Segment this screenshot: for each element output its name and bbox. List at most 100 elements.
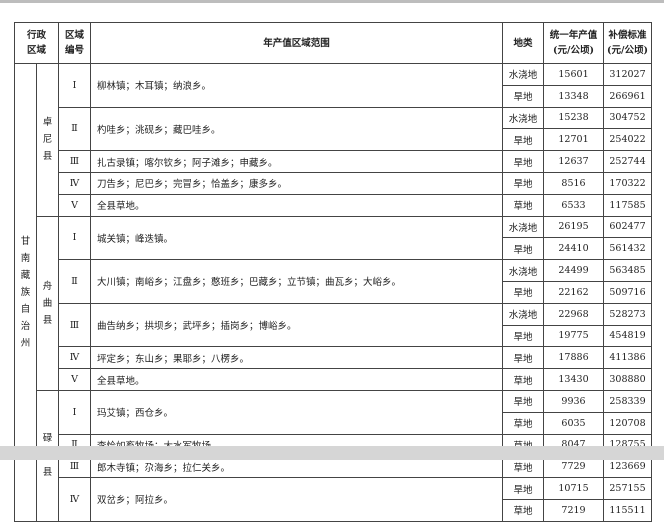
zone-range: 杓哇乡；洮砚乡；藏巴哇乡。 [90, 106, 504, 152]
land-type: 旱地 [502, 171, 545, 195]
zone-range: 大川镇；南峪乡；江盘乡；憨班乡；巴藏乡；立节镇；曲瓦乡；大峪乡。 [90, 259, 504, 304]
land-type: 水浇地 [502, 106, 545, 130]
bottom-border [0, 446, 664, 460]
county-cell: 舟曲县 [35, 215, 60, 391]
compensation-value: 454819 [603, 324, 653, 348]
land-type: 草地 [502, 368, 545, 391]
annual-value: 22162 [543, 280, 605, 304]
compensation-value: 258339 [603, 389, 653, 413]
table-row: 旱地 13348 266961 [15, 84, 653, 108]
compensation-value: 411386 [603, 346, 653, 370]
top-border [0, 0, 664, 3]
prefecture-name: 甘南藏族自治州 [20, 235, 31, 349]
annual-value: 12701 [543, 128, 605, 152]
zone-range: 扎古录镇；喀尔钦乡；阿子滩乡；申藏乡。 [90, 150, 504, 173]
annual-value: 7219 [543, 498, 605, 522]
compensation-value: 304752 [603, 106, 653, 130]
land-type: 草地 [502, 411, 545, 435]
zone-number: Ⅲ [58, 302, 92, 348]
land-type: 水浇地 [502, 259, 545, 282]
table-row: 舟曲县 Ⅰ 城关镇；峰迭镇。 水浇地 26195 602477 [15, 215, 653, 391]
annual-value: 6035 [543, 411, 605, 435]
table-row: Ⅲ 曲告纳乡；拱坝乡；武坪乡；插岗乡；博峪乡。 水浇地 22968 528273 [15, 302, 653, 348]
zone-range: 玛艾镇；西仓乡。 [90, 389, 504, 435]
compensation-value: 254022 [603, 128, 653, 152]
zone-number: Ⅰ [58, 215, 92, 261]
table-row: Ⅴ 全县草地。 草地 6533 117585 [15, 193, 653, 217]
land-type: 旱地 [502, 346, 545, 370]
zone-number: Ⅳ [58, 477, 92, 522]
header-region: 行政 区域 [13, 22, 60, 64]
annual-value: 13430 [543, 368, 605, 391]
table-row: 旱地 24410 561432 [15, 237, 653, 261]
compensation-value: 115511 [603, 498, 653, 522]
header-annual-value: 统一年产值 (元/公顷) [543, 22, 605, 64]
annual-value: 24410 [543, 237, 605, 261]
annual-value: 15238 [543, 106, 605, 130]
compensation-value: 602477 [603, 215, 653, 239]
annual-value: 8516 [543, 171, 605, 195]
land-type: 旱地 [502, 150, 545, 173]
table-row: Ⅳ 刀告乡；尼巴乡；完冒乡；恰盖乡；康多乡。 旱地 8516 170322 [15, 171, 653, 195]
land-type: 草地 [502, 498, 545, 522]
land-type: 旱地 [502, 280, 545, 304]
compensation-value: 528273 [603, 302, 653, 326]
compensation-value: 312027 [603, 63, 653, 86]
land-type: 草地 [502, 193, 545, 217]
zone-range: 城关镇；峰迭镇。 [90, 215, 504, 261]
land-type: 水浇地 [502, 63, 545, 86]
zone-number: Ⅱ [58, 106, 92, 152]
table-row: Ⅳ 坪定乡；东山乡；果耶乡；八楞乡。 旱地 17886 411386 [15, 346, 653, 370]
header-compensation: 补偿标准 (元/公顷) [603, 22, 653, 64]
zone-number: Ⅲ [58, 150, 92, 173]
compensation-value: 308880 [603, 368, 653, 391]
table-row: Ⅱ 杓哇乡；洮砚乡；藏巴哇乡。 水浇地 15238 304752 [15, 106, 653, 152]
zone-number: Ⅱ [58, 259, 92, 304]
compensation-table: 行政 区域 区域 编号 年产值区域范围 地类 统一年产值 (元/公顷) 补偿标准… [13, 22, 653, 522]
compensation-value: 117585 [603, 193, 653, 217]
land-type: 旱地 [502, 324, 545, 348]
zone-number: Ⅴ [58, 193, 92, 217]
zone-range: 坪定乡；东山乡；果耶乡；八楞乡。 [90, 346, 504, 370]
compensation-value: 509716 [603, 280, 653, 304]
table-row: Ⅴ 全县草地。 草地 13430 308880 [15, 368, 653, 391]
annual-value: 9936 [543, 389, 605, 413]
annual-value: 17886 [543, 346, 605, 370]
land-type: 旱地 [502, 84, 545, 108]
table-row: Ⅲ 扎古录镇；喀尔钦乡；阿子滩乡；申藏乡。 旱地 12637 252744 [15, 150, 653, 173]
header-row: 行政 区域 区域 编号 年产值区域范围 地类 统一年产值 (元/公顷) 补偿标准… [13, 22, 653, 64]
zone-number: Ⅳ [58, 346, 92, 370]
zone-range: 全县草地。 [90, 193, 504, 217]
annual-value: 22968 [543, 302, 605, 326]
header-land-type: 地类 [502, 22, 545, 64]
compensation-value: 266961 [603, 84, 653, 108]
county-name: 卓尼县 [42, 117, 53, 163]
annual-value: 6533 [543, 193, 605, 217]
annual-value: 12637 [543, 150, 605, 173]
zone-range: 双岔乡；阿拉乡。 [90, 477, 504, 522]
header-zone-no: 区域 编号 [58, 22, 92, 64]
land-type: 旱地 [502, 477, 545, 500]
compensation-value: 170322 [603, 171, 653, 195]
land-type: 水浇地 [502, 302, 545, 326]
table-row: 草地 6035 120708 [15, 411, 653, 435]
annual-value: 24499 [543, 259, 605, 282]
zone-number: Ⅰ [58, 389, 92, 435]
table-row: 旱地 19775 454819 [15, 324, 653, 348]
zone-number: Ⅴ [58, 368, 92, 391]
land-type: 旱地 [502, 389, 545, 413]
table-row: Ⅳ 双岔乡；阿拉乡。 旱地 10715 257155 [15, 477, 653, 522]
annual-value: 10715 [543, 477, 605, 500]
annual-value: 13348 [543, 84, 605, 108]
zone-range: 全县草地。 [90, 368, 504, 391]
header-range: 年产值区域范围 [90, 22, 504, 64]
compensation-value: 257155 [603, 477, 653, 500]
zone-range: 刀告乡；尼巴乡；完冒乡；恰盖乡；康多乡。 [90, 171, 504, 195]
annual-value: 19775 [543, 324, 605, 348]
annual-value: 15601 [543, 63, 605, 86]
annual-value: 26195 [543, 215, 605, 239]
table-row: 旱地 22162 509716 [15, 280, 653, 304]
county-cell: 卓尼县 [35, 63, 60, 217]
county-name: 舟曲县 [42, 280, 53, 326]
zone-range: 曲告纳乡；拱坝乡；武坪乡；插岗乡；博峪乡。 [90, 302, 504, 348]
